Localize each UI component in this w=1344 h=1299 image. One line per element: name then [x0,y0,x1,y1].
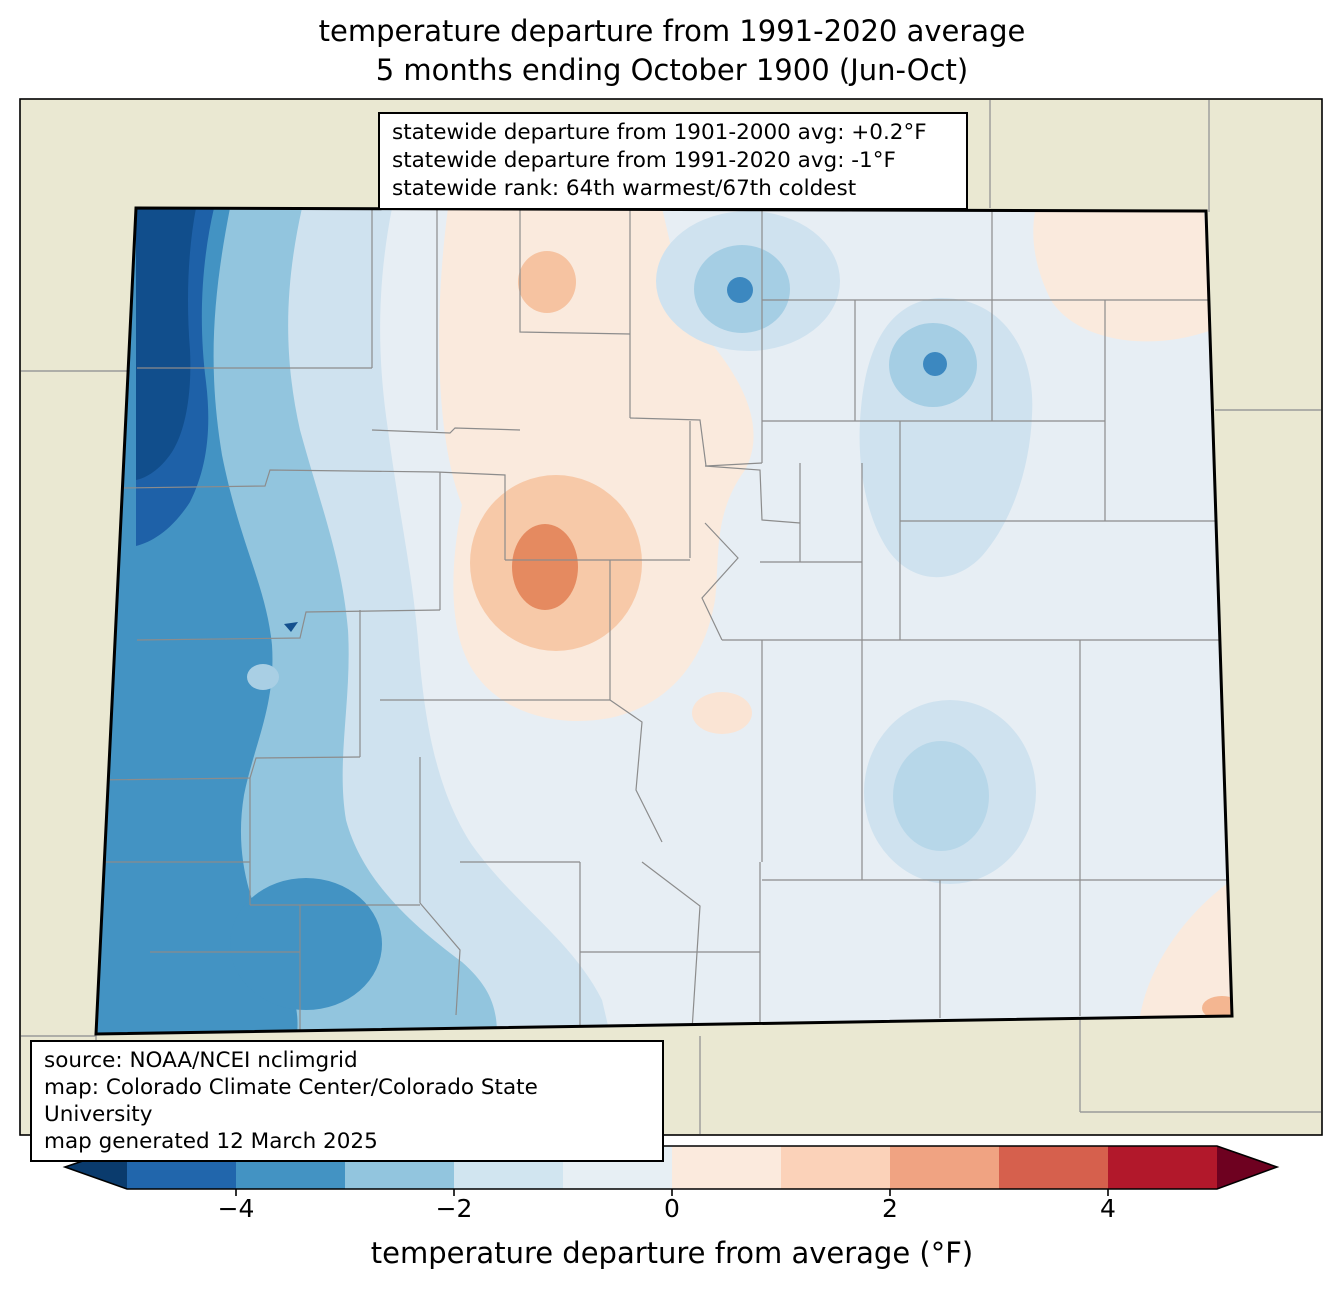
county-lines [96,210,1232,1032]
warm-spot-center [692,692,752,734]
cool-blob-northeast-dot [923,352,947,376]
colorbar-segment [999,1146,1108,1189]
warm-spot-southeast [1202,996,1232,1020]
pale-spot-west [247,664,279,690]
warm-region-northeast [1033,212,1212,342]
stats-line-3: statewide rank: 64th warmest/67th coldes… [392,176,857,201]
colorbar-arrow-right [1217,1146,1277,1189]
colorbar-tick-label: 0 [664,1194,680,1223]
figure-title: temperature departure from 1991-2020 ave… [0,12,1344,90]
warm-core-north [518,251,576,313]
colorbar-ticks [235,1189,1109,1196]
title-line-1: temperature departure from 1991-2020 ave… [318,14,1026,48]
colorbar-segment [890,1146,999,1189]
warm-core-central-inner [512,524,578,610]
colorbar-segment [781,1146,890,1189]
colorbar-tick-label: −4 [217,1194,255,1223]
state-border [94,206,1234,1036]
source-line-2: map: Colorado Climate Center/Colorado St… [44,1075,538,1127]
colorbar-tick-label: −2 [435,1194,473,1223]
stats-line-2: statewide departure from 1991-2020 avg: … [392,148,896,173]
source-box: source: NOAA/NCEI nclimgrid map: Colorad… [30,1040,664,1162]
source-line-3: map generated 12 March 2025 [44,1129,378,1154]
source-line-1: source: NOAA/NCEI nclimgrid [44,1048,358,1073]
colorbar-axis-label: temperature departure from average (°F) [370,1236,974,1270]
colorbar-tick-label: 2 [882,1194,898,1223]
colorbar-segment [672,1146,781,1189]
colorbar-tick-label: 4 [1100,1194,1116,1223]
contour-marker [284,622,298,632]
stats-line-1: statewide departure from 1901-2000 avg: … [392,120,927,145]
neighbor-state-lines [21,100,1321,1134]
contour-fills [96,208,1232,1034]
warm-region-southeast [1140,880,1232,1016]
axes-frame [19,98,1323,1136]
cool-blob-southeast-mid [893,741,989,851]
cold-blob-southwest [230,878,382,1010]
cool-blob-north-dot [727,277,753,303]
cold-core-northwest [136,208,196,480]
stats-box: statewide departure from 1901-2000 avg: … [378,112,968,210]
title-line-2: 5 months ending October 1900 (Jun-Oct) [375,53,969,87]
colorbar-segment [1108,1146,1217,1189]
